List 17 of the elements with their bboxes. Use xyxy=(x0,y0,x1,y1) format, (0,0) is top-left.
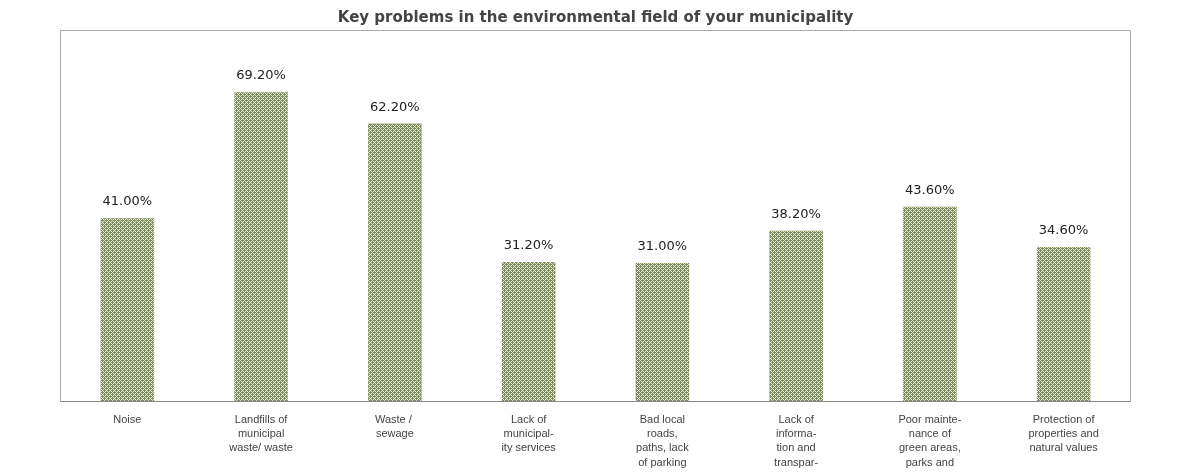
data-label: 31.20% xyxy=(503,237,554,253)
data-label: 69.20% xyxy=(236,67,286,83)
data-label: 31.00% xyxy=(637,238,688,253)
data-label: 41.00% xyxy=(102,193,153,209)
x-tick-label: Poor mainte- nance of green areas, parks and xyxy=(898,412,962,468)
x-tick-label: Protection of properties and natural values xyxy=(1028,412,1099,454)
x-tick-label: Lack of municipal- ity services xyxy=(501,412,557,454)
data-label: 38.20% xyxy=(771,205,821,221)
x-tick-label: Lack of informa- tion and transpar- xyxy=(774,412,819,468)
x-tick-label: Noise xyxy=(113,412,142,425)
x-tick-label: Bad local roads, paths, lack of parking xyxy=(636,412,690,468)
data-label: 62.20% xyxy=(370,98,420,114)
chart-title: Key problems in the environmental field of your municipality xyxy=(337,7,854,26)
x-tick-label: Waste / sewage xyxy=(374,412,414,439)
data-label: 34.60% xyxy=(1038,221,1089,237)
data-label: 43.60% xyxy=(905,181,955,197)
x-tick-label: Landfills of municipal waste/ waste xyxy=(228,412,293,454)
